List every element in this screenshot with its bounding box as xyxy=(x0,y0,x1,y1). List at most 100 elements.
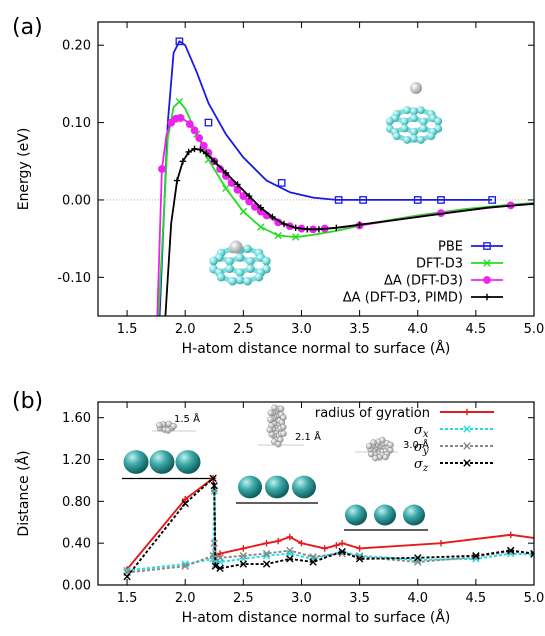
bead xyxy=(292,475,316,499)
data-point xyxy=(356,545,363,552)
data-point xyxy=(298,539,305,547)
data-point xyxy=(507,546,515,555)
data-point xyxy=(191,145,198,153)
bead-cloud-3 xyxy=(365,436,394,462)
legend-label-a-dft-d3: ΔA (DFT-D3) xyxy=(384,274,463,289)
carbon-atom xyxy=(246,264,255,274)
legend-marker xyxy=(463,425,471,433)
legend-subscript: z xyxy=(422,463,429,474)
bead-cloud-atom xyxy=(165,427,172,434)
data-point xyxy=(292,224,299,231)
carbon-atom xyxy=(385,117,394,126)
data-point xyxy=(334,196,343,204)
data-point xyxy=(210,481,218,490)
series-z xyxy=(123,474,534,581)
data-point xyxy=(211,562,220,570)
data-point xyxy=(262,560,271,568)
data-point xyxy=(277,179,286,187)
data-point xyxy=(280,220,288,228)
panel-b-label: (b) xyxy=(12,389,43,414)
bead-cloud-1 xyxy=(156,420,177,434)
inset-label-2: 2.1 Å xyxy=(295,430,321,443)
bead-cloud-atom xyxy=(275,441,282,448)
data-point xyxy=(175,97,184,106)
y-tick-label: 0.10 xyxy=(62,116,91,131)
bead-cloud-atom xyxy=(267,409,274,416)
data-point xyxy=(185,148,192,156)
bead-cloud-atom xyxy=(372,454,379,462)
carbon-atom xyxy=(416,106,425,115)
y-tick-label: 0.00 xyxy=(62,579,91,594)
data-point xyxy=(286,533,294,541)
legend-label-radius-of-gyration: radius of gyration xyxy=(315,406,430,421)
y-tick-label: 1.60 xyxy=(62,411,91,426)
carbon-atom xyxy=(419,124,428,133)
data-point xyxy=(257,223,265,231)
carbon-atom xyxy=(410,127,418,136)
bead-cloud-atom xyxy=(365,442,373,450)
carbon-atom xyxy=(403,135,412,144)
data-point xyxy=(507,531,514,539)
data-point xyxy=(262,549,271,558)
inset-label-3: 3.0 Å xyxy=(403,438,429,451)
data-point xyxy=(175,37,184,46)
carbon-atom xyxy=(403,106,412,115)
data-point xyxy=(359,196,367,204)
data-point xyxy=(216,554,224,562)
data-point xyxy=(211,158,218,165)
legend-label-dft-d3: DFT-D3 xyxy=(416,257,463,272)
x-tick-label: 4.5 xyxy=(466,591,487,606)
data-point xyxy=(321,545,328,552)
y-tick-label: 0.40 xyxy=(62,537,91,552)
data-point xyxy=(204,118,213,127)
bead-cloud-atom xyxy=(387,441,394,449)
series-line-y xyxy=(126,542,534,574)
data-point xyxy=(355,555,364,563)
panel-b-ylabel: Distance (Å) xyxy=(15,450,32,536)
y-tick-label: 0.00 xyxy=(62,193,91,208)
bead-cloud-atom xyxy=(271,404,278,411)
panel-b-frame xyxy=(97,401,535,586)
carbon-atom xyxy=(410,114,418,123)
data-point xyxy=(222,184,230,193)
bead-cloud-atom xyxy=(266,426,273,433)
data-point xyxy=(413,196,422,204)
series-line-a-dft-d3-pimd xyxy=(164,147,534,316)
legend-label-sigma: σz xyxy=(414,457,429,474)
carbon-atom xyxy=(416,135,425,144)
data-point xyxy=(286,546,294,555)
data-point xyxy=(176,114,185,122)
bead-cloud-atom xyxy=(370,439,377,446)
carbon-atom xyxy=(228,276,237,286)
data-point xyxy=(530,549,534,558)
data-point xyxy=(245,192,253,200)
bead-cloud-atom xyxy=(278,405,285,412)
panel-b-ticks: 1.5 2.0 2.5 3.0 3.5 4.0 4.5 5.0 1.60 1.20 0.80 0.40… xyxy=(62,402,544,606)
panel-b-xlabel: H-atom distance normal to surface (Å) xyxy=(182,609,451,626)
series-line-z xyxy=(126,477,534,578)
y-tick-label: 1.20 xyxy=(62,453,91,468)
x-tick-label: 4.5 xyxy=(466,322,487,337)
data-point xyxy=(437,539,445,547)
legend-marker xyxy=(483,242,491,250)
carbon-atom xyxy=(243,276,252,286)
x-tick-label: 2.0 xyxy=(175,322,196,337)
data-point xyxy=(158,165,166,173)
x-tick-label: 3.0 xyxy=(291,322,312,337)
data-point xyxy=(234,181,241,188)
bead-row-2 xyxy=(236,475,318,504)
data-point xyxy=(190,126,199,135)
series-dft-d3 xyxy=(157,97,534,316)
x-tick-label: 1.5 xyxy=(117,322,138,337)
carbon-atom xyxy=(216,272,226,282)
panel-b: (b) 1.5 Å 2.1 Å 3.0 Å 1.5 2.0 2.5 3.0 3.5 4.0 4.… xyxy=(12,389,544,626)
data-point xyxy=(437,196,445,204)
legend-label-sigma: σx xyxy=(414,423,429,440)
x-tick-label: 5.0 xyxy=(524,322,545,337)
series-line-a-dft-d3 xyxy=(156,117,534,316)
data-point xyxy=(222,169,230,177)
data-point xyxy=(530,534,534,542)
data-point xyxy=(209,474,217,483)
data-point xyxy=(488,196,496,204)
carbon-atom xyxy=(243,244,252,254)
